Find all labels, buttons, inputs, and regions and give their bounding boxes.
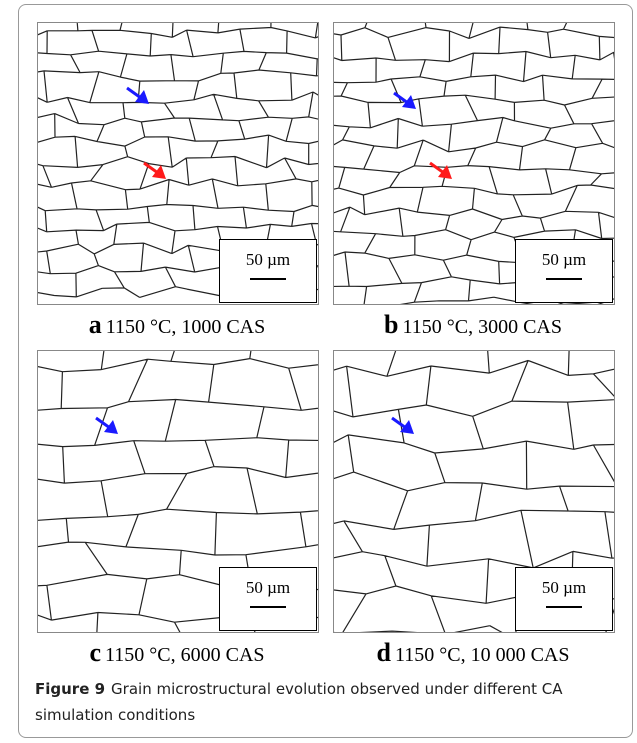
- panel-label: d: [377, 638, 391, 667]
- micrograph-panel: 50 µm: [37, 350, 319, 633]
- panel-label: b: [384, 310, 398, 339]
- scale-bar-box: 50 µm: [515, 239, 613, 303]
- figure-text: Grain microstructural evolution observed…: [35, 680, 562, 724]
- scale-bar: [250, 606, 286, 608]
- scale-bar-label: 50 µm: [220, 250, 316, 270]
- scale-bar-box: 50 µm: [515, 567, 613, 631]
- panel-label: a: [89, 310, 102, 339]
- panel-caption-text: 1150 °C, 6000 CAS: [105, 644, 265, 666]
- scale-bar: [546, 278, 582, 280]
- panel-label: c: [89, 638, 101, 667]
- micrograph-panel: 50 µm: [37, 22, 319, 305]
- micrograph-panel: 50 µm: [333, 22, 615, 305]
- panel-caption-text: 1150 °C, 3000 CAS: [402, 316, 562, 338]
- scale-bar-label: 50 µm: [516, 250, 612, 270]
- micrograph-panel: 50 µm: [333, 350, 615, 633]
- figure-label: Figure 9: [35, 680, 105, 698]
- scale-bar: [546, 606, 582, 608]
- panel-caption-text: 1150 °C, 10 000 CAS: [395, 644, 570, 666]
- scale-bar-box: 50 µm: [219, 567, 317, 631]
- scale-bar-label: 50 µm: [220, 578, 316, 598]
- page: 50 µm a1150 °C, 1000 CAS 50 µm b1150 °C, 30…: [0, 0, 637, 743]
- scale-bar-label: 50 µm: [516, 578, 612, 598]
- panel-caption-text: 1150 °C, 1000 CAS: [106, 316, 266, 338]
- scale-bar-box: 50 µm: [219, 239, 317, 303]
- scale-bar: [250, 278, 286, 280]
